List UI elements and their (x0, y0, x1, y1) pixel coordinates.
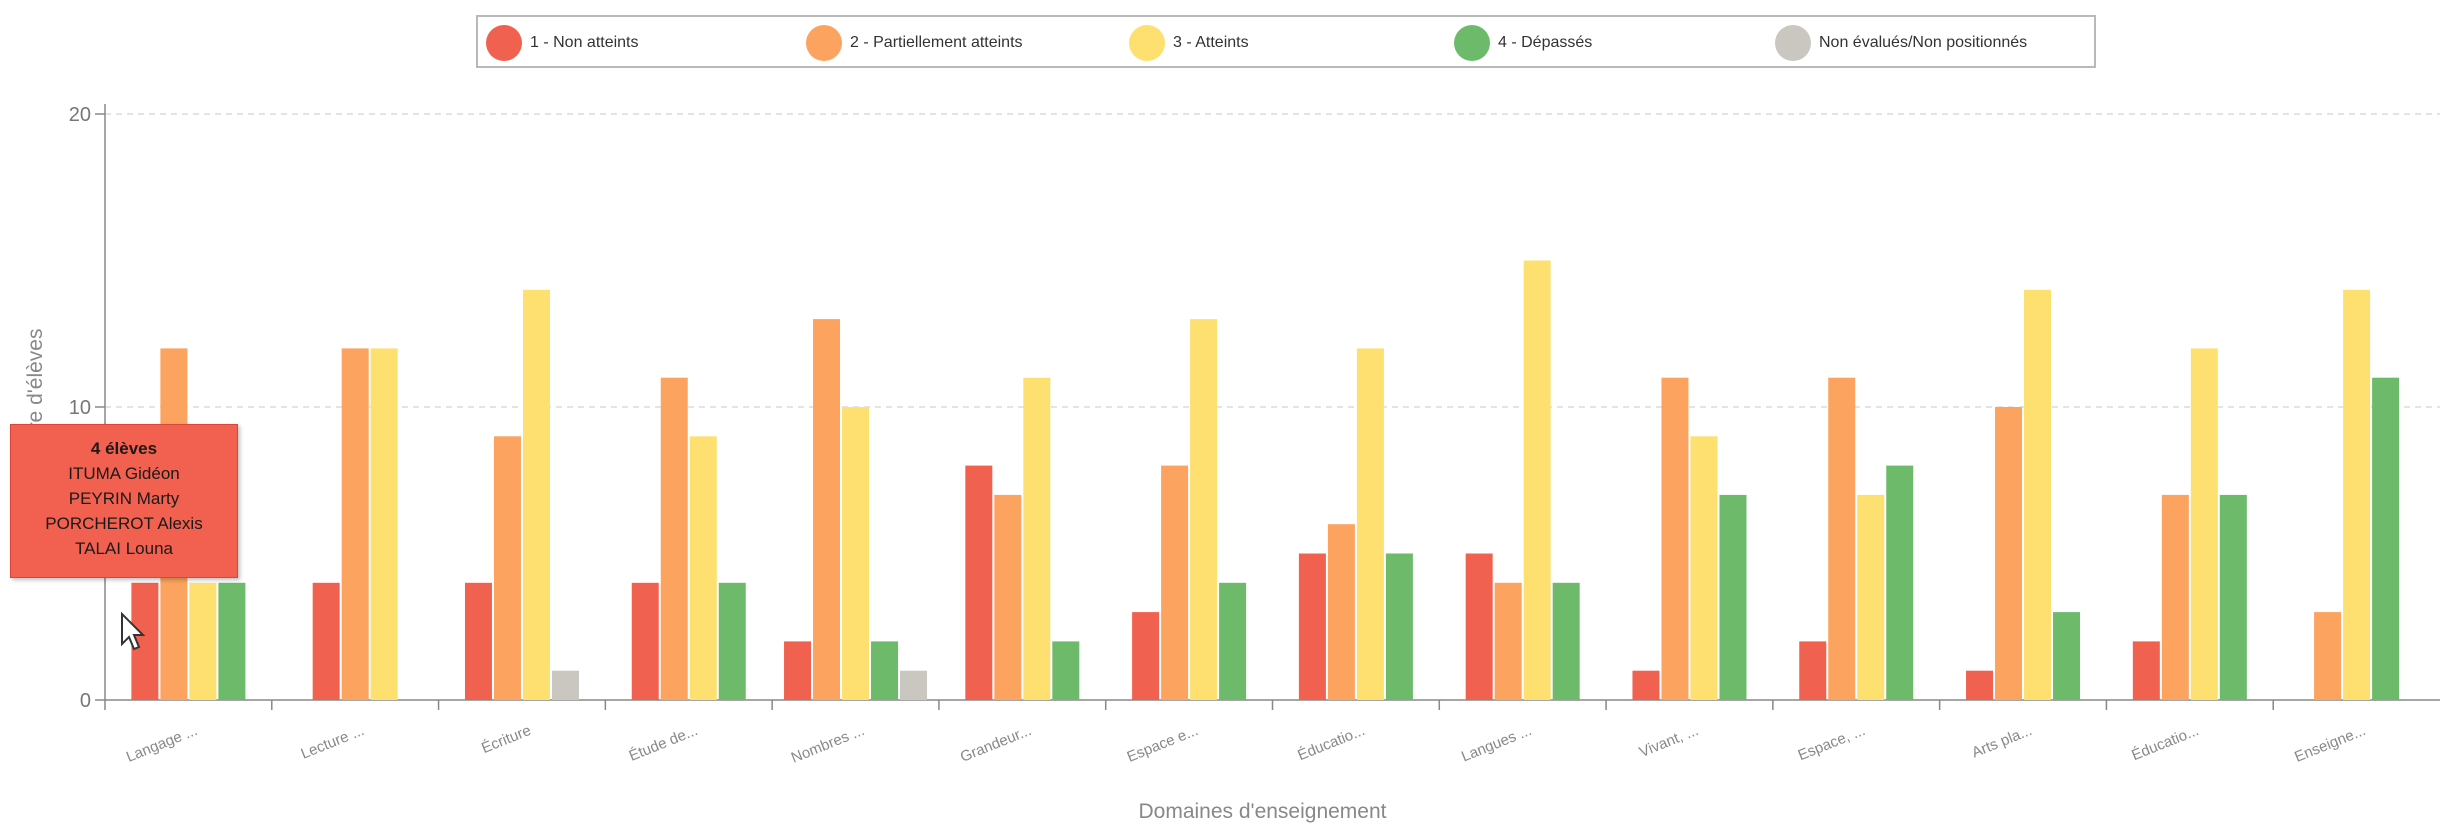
bar (871, 641, 899, 700)
bar (1966, 670, 1994, 700)
bar (1661, 377, 1689, 700)
legend-label: 2 - Partiellement atteints (850, 34, 1023, 51)
bar (341, 348, 369, 700)
bar (784, 641, 812, 700)
mouse-pointer-icon (121, 612, 146, 651)
tooltip-title: 4 élèves (90, 439, 158, 458)
legend-swatch-non-atteints (486, 25, 522, 61)
legend-item-non-evalues[interactable]: Non évalués/Non positionnés (1775, 25, 2028, 61)
x-axis-title: Domaines d'enseignement (1139, 800, 1387, 823)
bar (1886, 465, 1914, 700)
bar (312, 582, 340, 700)
bar (1995, 407, 2023, 700)
bar (1523, 260, 1551, 700)
bar (1023, 377, 1051, 700)
x-tick-label: Éducatio... (2129, 722, 2201, 764)
legend-label: 1 - Non atteints (530, 34, 639, 51)
legend-label: 3 - Atteints (1173, 34, 1249, 51)
bar (2161, 494, 2189, 700)
bar (1356, 348, 1384, 700)
x-tick-label: Langues ... (1459, 722, 1534, 766)
bar (660, 377, 688, 700)
bar (2343, 289, 2371, 700)
legend-swatch-atteints (1129, 25, 1165, 61)
y-tick-label: 0 (80, 690, 91, 712)
x-tick-label: Espace e... (1125, 722, 1201, 766)
bar-tooltip: 4 élèves ITUMA Gidéon PEYRIN Marty PORCH… (10, 424, 238, 578)
bar (551, 670, 579, 700)
x-tick-label: Lecture ... (298, 722, 366, 763)
bar (900, 670, 928, 700)
bar (631, 582, 659, 700)
y-tick-label: 10 (69, 397, 91, 419)
bar (1190, 319, 1218, 700)
tooltip-name: PORCHEROT Alexis (45, 514, 203, 533)
bar (1327, 524, 1355, 700)
bar (218, 582, 246, 700)
legend-label: 4 - Dépassés (1498, 34, 1593, 51)
bar (1828, 377, 1856, 700)
bar (965, 465, 993, 700)
x-tick-label: Enseigne... (2292, 722, 2368, 766)
bar (2132, 641, 2160, 700)
bars (131, 260, 2400, 700)
x-tick-label: Nombres ... (789, 722, 867, 767)
tooltip-name: PEYRIN Marty (68, 489, 180, 508)
legend-item-depasses[interactable]: 4 - Dépassés (1454, 25, 1593, 61)
bar (813, 319, 841, 700)
y-tick-label: 20 (69, 104, 91, 126)
bar (718, 582, 746, 700)
bar (1799, 641, 1827, 700)
bar (189, 582, 217, 700)
bar (1552, 582, 1580, 700)
bar (493, 436, 521, 700)
legend-label: Non évalués/Non positionnés (1819, 34, 2028, 51)
legend-swatch-non-evalues (1775, 25, 1811, 61)
bar (1690, 436, 1718, 700)
legend-swatch-depasses (1454, 25, 1490, 61)
bar (1385, 553, 1413, 700)
bar (1052, 641, 1080, 700)
x-tick-label: Éducatio... (1295, 722, 1367, 764)
chart-legend: 1 - Non atteints 2 - Partiellement attei… (476, 15, 2096, 68)
legend-swatch-partiellement-atteints (806, 25, 842, 61)
bar (1632, 670, 1660, 700)
x-tick-label: Grandeur... (958, 722, 1034, 766)
legend-item-atteints[interactable]: 3 - Atteints (1129, 25, 1249, 61)
bar (1298, 553, 1326, 700)
bar (1857, 494, 1885, 700)
bar (2372, 377, 2400, 700)
x-tick-label: Écriture (479, 722, 533, 757)
x-tick-label: Langage ... (124, 722, 200, 766)
bar (370, 348, 398, 700)
bar (1719, 494, 1747, 700)
bar (1465, 553, 1493, 700)
bar (2053, 612, 2081, 700)
bar (464, 582, 492, 700)
bar (842, 407, 870, 700)
x-tick-label: Vivant, ... (1637, 722, 1701, 761)
tooltip-name: ITUMA Gidéon (68, 464, 180, 483)
bar (994, 494, 1022, 700)
bar (2024, 289, 2052, 700)
bar (1161, 465, 1189, 700)
legend-item-non-atteints[interactable]: 1 - Non atteints (486, 25, 639, 61)
bar (2190, 348, 2218, 700)
bar (1219, 582, 1247, 700)
bar (689, 436, 717, 700)
bar (1494, 582, 1522, 700)
bar (2314, 612, 2342, 700)
x-tick-label: Espace, ... (1796, 722, 1868, 764)
x-tick-label: Arts pla... (1969, 722, 2034, 761)
bar (1132, 612, 1160, 700)
bar (522, 289, 550, 700)
legend-item-partiellement-atteints[interactable]: 2 - Partiellement atteints (806, 25, 1023, 61)
tooltip-name: TALAI Louna (75, 539, 173, 558)
x-tick-label: Étude de... (627, 722, 701, 765)
grid-lines (105, 113, 2440, 408)
bar (2219, 494, 2247, 700)
